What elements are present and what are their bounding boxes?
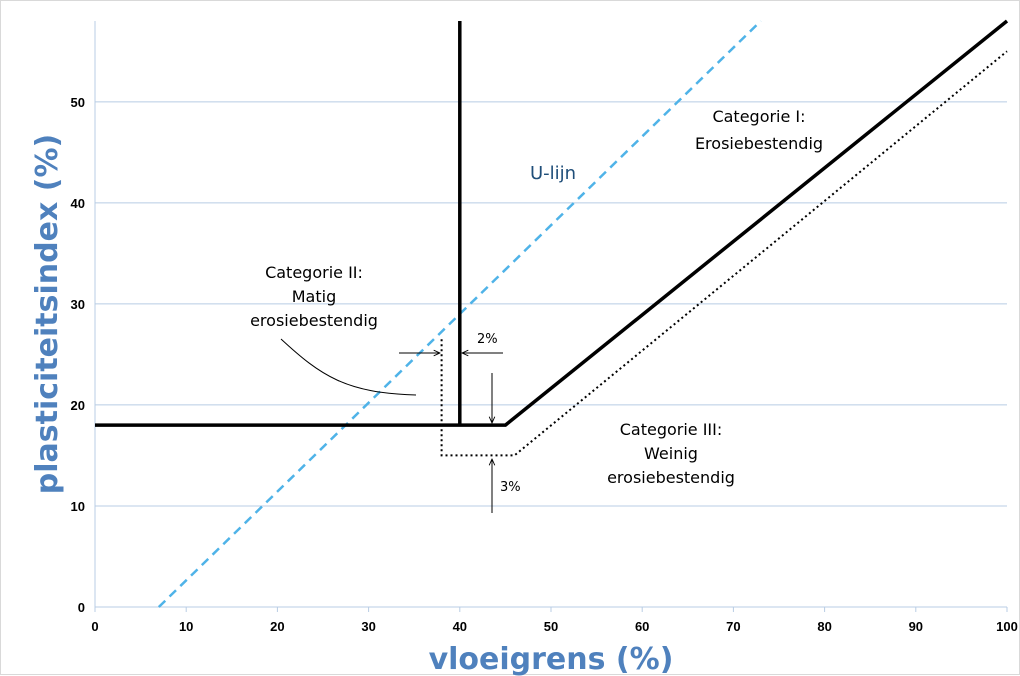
x-tick-label: 30 [361,619,375,634]
y-tick-label: 10 [71,499,85,514]
x-tick-label: 10 [179,619,193,634]
x-tick-label: 100 [996,619,1018,634]
y-tick-label: 0 [78,600,85,615]
a-boundary-line [95,19,1009,427]
category-2-description-1: Matig [292,287,336,306]
category-3-description-1: Weinig [644,444,698,463]
x-tick-label: 40 [453,619,467,634]
gridlines [94,21,1008,612]
y-tick-label: 40 [71,196,85,211]
y-tick-label: 50 [71,95,85,110]
category-2-title: Categorie II: [265,263,363,282]
category-3-description-2: erosiebestendig [607,468,735,487]
x-tick-label: 90 [909,619,923,634]
x-tick-label: 20 [270,619,284,634]
tick-labels: 0 10 20 30 40 50 0 10 20 30 40 50 60 70 80 90 100 [71,95,1018,634]
y-axis-title: plasticiteitsindex (%) [30,134,65,494]
x-tick-label: 80 [817,619,831,634]
offset-2pct-label: 2% [477,332,498,347]
category-1-title: Categorie I: [712,107,805,126]
category-2-description-2: erosiebestendig [250,311,378,330]
category-3-title: Categorie III: [620,420,723,439]
y-tick-label: 20 [71,398,85,413]
x-tick-label: 70 [726,619,740,634]
x-tick-label: 0 [91,619,98,634]
x-tick-label: 60 [635,619,649,634]
x-tick-label: 50 [544,619,558,634]
y-tick-label: 30 [71,297,85,312]
x-axis-title: vloeigrens (%) [429,642,674,676]
category-1-description: Erosiebestendig [695,134,823,153]
series-lines [95,19,1009,608]
u-line-label: U-lijn [530,163,576,184]
category-2-leader [280,338,417,396]
offset-3pct-label: 3% [500,480,521,495]
